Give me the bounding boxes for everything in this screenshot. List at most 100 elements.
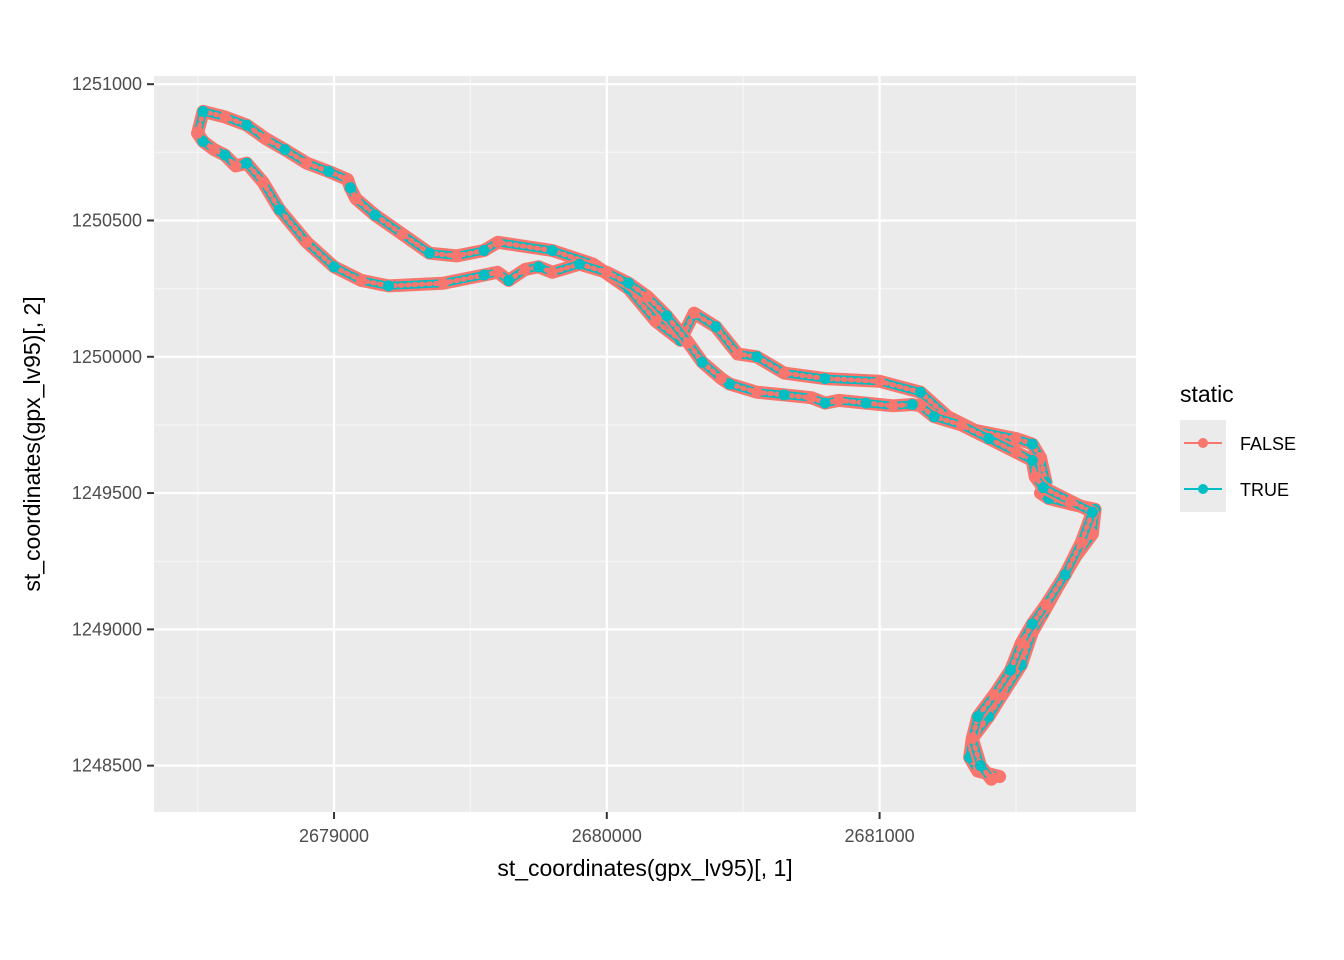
outbound-point xyxy=(424,247,436,259)
return-point xyxy=(887,400,899,412)
return-point xyxy=(192,127,204,139)
return-point xyxy=(1037,482,1049,494)
return-point xyxy=(241,157,253,169)
return-point xyxy=(437,277,449,289)
outbound-point xyxy=(260,133,272,145)
return-point xyxy=(805,392,817,404)
return-point xyxy=(519,264,531,276)
x-tick-label: 2680000 xyxy=(572,826,642,846)
outbound-point xyxy=(369,209,381,221)
return-point xyxy=(972,711,984,723)
return-point xyxy=(955,419,967,431)
return-point xyxy=(1065,495,1077,507)
return-point xyxy=(230,160,242,172)
y-tick-label: 1250500 xyxy=(72,210,142,230)
major-gridlines xyxy=(154,76,1136,812)
y-tick-label: 1249500 xyxy=(72,483,142,503)
return-point xyxy=(492,266,504,278)
return-point xyxy=(683,337,695,349)
return-point xyxy=(328,261,340,273)
return-point xyxy=(915,400,927,412)
return-point xyxy=(988,689,1000,701)
outbound-point xyxy=(241,119,253,131)
return-point xyxy=(928,411,940,423)
return-point xyxy=(983,433,995,445)
outbound-point xyxy=(492,236,504,248)
return-point xyxy=(696,356,708,368)
return-point xyxy=(642,291,654,303)
outbound-point xyxy=(546,244,558,256)
return-point xyxy=(601,266,613,278)
return-point xyxy=(860,397,872,409)
outbound-point xyxy=(350,193,362,205)
return-point xyxy=(751,386,763,398)
return-point xyxy=(197,135,209,147)
return-point xyxy=(1075,536,1087,548)
return-point xyxy=(966,732,978,744)
plot-panel xyxy=(154,76,1136,812)
outbound-point xyxy=(344,182,356,194)
outbound-point xyxy=(915,386,927,398)
return-point xyxy=(1010,446,1022,458)
x-axis-title: st_coordinates(gpx_lv95)[, 1] xyxy=(497,855,792,881)
outbound-point xyxy=(1026,438,1038,450)
return-point xyxy=(208,144,220,156)
outbound-point xyxy=(396,228,408,240)
y-axis-title: st_coordinates(gpx_lv95)[, 2] xyxy=(19,296,45,591)
legend: static FALSE TRUE xyxy=(1180,381,1296,512)
return-point xyxy=(503,274,515,286)
outbound-point xyxy=(451,250,463,262)
outbound-point xyxy=(819,373,831,385)
return-point xyxy=(1005,664,1017,676)
legend-key-point xyxy=(1198,484,1208,494)
return-point xyxy=(574,258,586,270)
outbound-point xyxy=(874,375,886,387)
return-point xyxy=(1026,618,1038,630)
outbound-point xyxy=(197,105,209,117)
return-point xyxy=(219,149,231,161)
y-tick-label: 1250000 xyxy=(72,347,142,367)
legend-label: TRUE xyxy=(1240,480,1289,500)
outbound-point xyxy=(650,315,662,327)
return-point xyxy=(257,176,269,188)
outbound-point xyxy=(778,367,790,379)
legend-key-point xyxy=(1198,438,1208,448)
outbound-point xyxy=(732,348,744,360)
outbound-point xyxy=(301,157,313,169)
return-point xyxy=(715,373,727,385)
return-point xyxy=(355,274,367,286)
return-point xyxy=(546,266,558,278)
return-point xyxy=(383,280,395,292)
outbound-point xyxy=(478,244,490,256)
return-point xyxy=(975,760,987,772)
return-point xyxy=(478,269,490,281)
x-axis: 2679000 2680000 2681000 xyxy=(299,812,915,846)
outbound-point xyxy=(279,144,291,156)
return-point xyxy=(661,310,673,322)
route-series xyxy=(191,104,1102,786)
y-axis: 1248500 1249000 1249500 1250000 1250500 12510… xyxy=(72,74,154,776)
legend-keys-background xyxy=(1180,420,1226,512)
outbound-point xyxy=(751,351,763,363)
outbound-point xyxy=(710,321,722,333)
return-point xyxy=(833,394,845,406)
return-point xyxy=(1059,569,1071,581)
y-tick-label: 1248500 xyxy=(72,756,142,776)
return-point xyxy=(1026,454,1038,466)
return-point xyxy=(906,398,918,410)
outbound-point xyxy=(688,307,700,319)
return-point xyxy=(623,277,635,289)
return-point xyxy=(819,397,831,409)
return-point xyxy=(301,236,313,248)
return-point xyxy=(273,204,285,216)
legend-title: static xyxy=(1180,381,1234,407)
outbound-point xyxy=(323,165,335,177)
y-tick-label: 1251000 xyxy=(72,74,142,94)
x-tick-label: 2679000 xyxy=(299,826,369,846)
return-point xyxy=(533,261,545,273)
y-tick-label: 1249000 xyxy=(72,619,142,639)
return-point xyxy=(985,773,997,785)
legend-label: FALSE xyxy=(1240,434,1296,454)
outbound-point xyxy=(219,111,231,123)
